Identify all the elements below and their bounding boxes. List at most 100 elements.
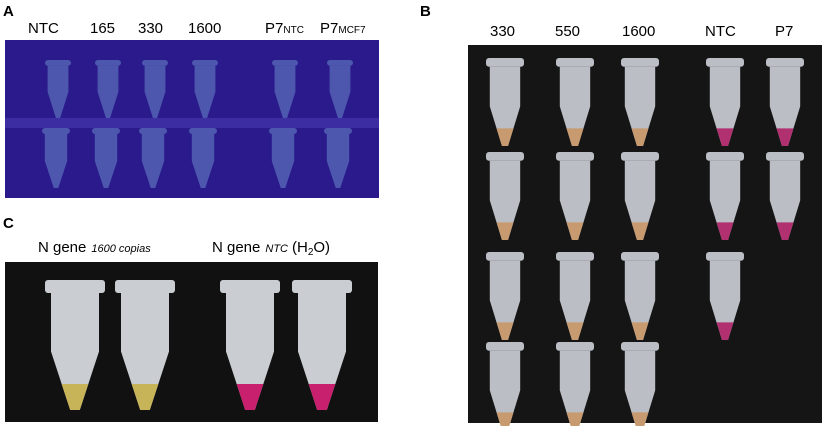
- tube-cap: [556, 252, 594, 261]
- tube-body: [489, 350, 521, 426]
- tube-body: [47, 65, 69, 118]
- tube-body: [44, 134, 68, 188]
- tube-cap: [556, 58, 594, 67]
- tube-liquid: [776, 128, 794, 146]
- tube-liquid: [131, 384, 159, 410]
- lane-main: P7: [265, 20, 283, 37]
- tube-body: [624, 260, 656, 340]
- tube-cap: [45, 60, 71, 66]
- tube-liquid: [496, 222, 514, 240]
- tube-body: [624, 66, 656, 146]
- tube-cap: [95, 60, 121, 66]
- tube-liquid: [496, 412, 514, 426]
- tube-body: [298, 293, 346, 410]
- lane-label: NTC: [28, 20, 59, 37]
- panel-label: A: [3, 3, 14, 20]
- panel-label: B: [420, 3, 431, 20]
- lane-sub: NTC: [283, 25, 304, 36]
- tube-body: [489, 66, 521, 146]
- caption-note: 1600 copias: [91, 243, 151, 255]
- panel-label: C: [3, 215, 14, 232]
- tube-body: [97, 65, 119, 118]
- lane-label: NTC: [705, 23, 736, 40]
- tube-cap: [621, 342, 659, 351]
- tube-cap: [42, 128, 70, 134]
- tube-liquid: [631, 128, 649, 146]
- tube-liquid: [716, 322, 734, 340]
- tube-body: [559, 260, 591, 340]
- tube-cap: [142, 60, 168, 66]
- tube-cap: [706, 252, 744, 261]
- lane-label: 1600: [188, 20, 221, 37]
- tube-liquid: [308, 384, 336, 410]
- tube-cap: [269, 128, 297, 134]
- tube-body: [709, 66, 741, 146]
- tube-body: [326, 134, 350, 188]
- tube-cap: [486, 58, 524, 67]
- tube-body: [769, 160, 801, 240]
- lane-label: 1600: [622, 23, 655, 40]
- tube-body: [709, 260, 741, 340]
- tube-body: [271, 134, 295, 188]
- tube-cap: [486, 342, 524, 351]
- lane-sub: MCF7: [338, 25, 366, 36]
- photo-a-ridge: [5, 118, 379, 128]
- tube-cap: [189, 128, 217, 134]
- tube-cap: [766, 152, 804, 161]
- tube-body: [194, 65, 216, 118]
- lane-label: 330: [490, 23, 515, 40]
- caption-main: N gene: [38, 239, 86, 256]
- tube-body: [559, 350, 591, 426]
- tube-body: [624, 350, 656, 426]
- lane-label: 550: [555, 23, 580, 40]
- tube-liquid: [631, 222, 649, 240]
- caption: N gene 1600 copias: [38, 239, 151, 256]
- tube-cap: [556, 152, 594, 161]
- tube-liquid: [566, 128, 584, 146]
- tube-body: [709, 160, 741, 240]
- tube-liquid: [631, 412, 649, 426]
- lane-main: P7: [320, 20, 338, 37]
- tube-cap: [766, 58, 804, 67]
- tube-cap: [220, 280, 280, 293]
- tube-body: [191, 134, 215, 188]
- tube-liquid: [716, 128, 734, 146]
- tube-cap: [327, 60, 353, 66]
- tube-liquid: [716, 222, 734, 240]
- lane-label: P7: [775, 23, 793, 40]
- tube-body: [274, 65, 296, 118]
- lane-label: P7MCF7: [320, 20, 366, 37]
- tube-body: [769, 66, 801, 146]
- caption: N gene NTC (H2O): [212, 239, 330, 258]
- tube-liquid: [566, 222, 584, 240]
- tube-cap: [272, 60, 298, 66]
- lane-label: 330: [138, 20, 163, 37]
- tube-body: [144, 65, 166, 118]
- tube-body: [121, 293, 169, 410]
- tube-body: [94, 134, 118, 188]
- tube-body: [559, 160, 591, 240]
- tube-cap: [486, 252, 524, 261]
- tube-cap: [139, 128, 167, 134]
- tube-cap: [621, 252, 659, 261]
- caption-main: N gene: [212, 239, 260, 256]
- tube-cap: [115, 280, 175, 293]
- tube-body: [141, 134, 165, 188]
- tube-liquid: [776, 222, 794, 240]
- lane-label: P7NTC: [265, 20, 304, 37]
- tube-cap: [556, 342, 594, 351]
- tube-cap: [192, 60, 218, 66]
- tube-liquid: [61, 384, 89, 410]
- tube-body: [329, 65, 351, 118]
- caption-part: (H: [292, 239, 308, 256]
- tube-cap: [706, 58, 744, 67]
- tube-body: [51, 293, 99, 410]
- caption-note: NTC: [265, 243, 288, 255]
- tube-liquid: [236, 384, 264, 410]
- tube-cap: [486, 152, 524, 161]
- tube-body: [559, 66, 591, 146]
- tube-liquid: [566, 322, 584, 340]
- lane-label: 165: [90, 20, 115, 37]
- tube-liquid: [496, 128, 514, 146]
